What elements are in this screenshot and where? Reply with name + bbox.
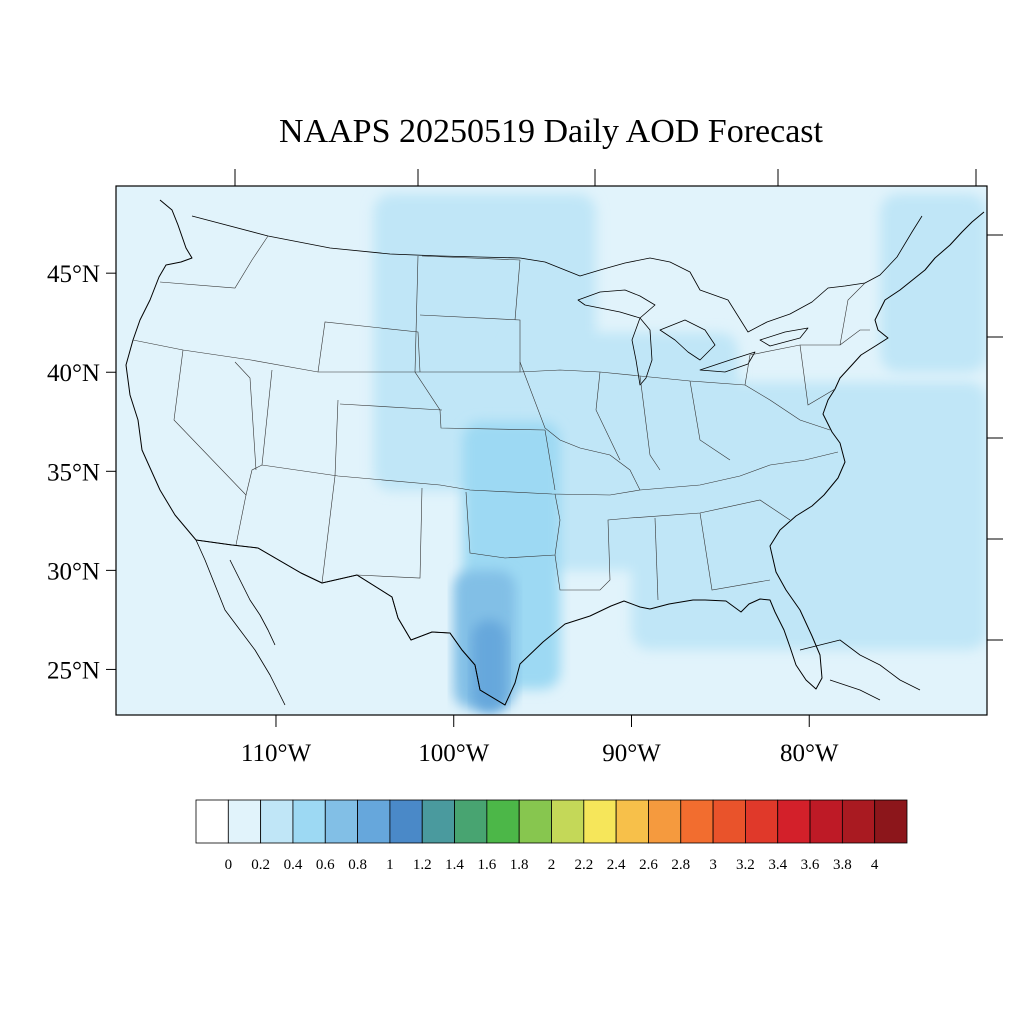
- latitude-axis: 45°N 40°N 35°N 30°N 25°N: [47, 261, 116, 684]
- colorbar-swatch: [227, 799, 262, 844]
- colorbar-swatch: [260, 799, 294, 844]
- colorbar-swatch: [841, 799, 876, 844]
- map-title: NAAPS 20250519 Daily AOD Forecast: [279, 113, 824, 150]
- lat-tick-label: 45°N: [47, 261, 100, 288]
- colorbar-label: 3.8: [833, 857, 852, 873]
- colorbar-swatch: [421, 799, 455, 844]
- colorbar-label: 0.2: [251, 857, 270, 873]
- lat-tick-label: 40°N: [47, 360, 100, 387]
- colorbar-label: 0.4: [284, 857, 303, 873]
- colorbar-swatch: [357, 799, 391, 844]
- aod-field-layer: [373, 193, 987, 714]
- colorbar-swatch: [615, 799, 649, 844]
- state-boundaries: [132, 235, 870, 601]
- longitude-axis: 110°W 100°W 90°W 80°W: [241, 715, 839, 767]
- aod-region-northeast-atlantic: [880, 193, 987, 373]
- lon-tick-label: 90°W: [602, 740, 661, 767]
- lon-tick-label: 110°W: [241, 740, 312, 767]
- colorbar-label: 2.8: [671, 857, 690, 873]
- colorbar-label: 1.6: [477, 857, 496, 873]
- aod-region-rio-grande-valley-core: [471, 619, 508, 714]
- coastline-and-borders: [125, 199, 985, 706]
- colorbar-swatch: [486, 799, 520, 844]
- colorbar-label: 3.2: [736, 857, 755, 873]
- colorbar-swatch: [712, 799, 746, 844]
- lat-tick-label: 35°N: [47, 459, 100, 486]
- great-lakes: [577, 289, 809, 386]
- canada-border: [191, 215, 923, 333]
- lat-tick-label: 30°N: [47, 558, 100, 585]
- colorbar-swatch: [583, 799, 617, 844]
- colorbar-swatch: [809, 799, 843, 844]
- colorbar-label: 3: [709, 857, 717, 873]
- colorbar-label: 2: [548, 857, 556, 873]
- lat-tick-label: 25°N: [47, 657, 100, 684]
- colorbar-label: 2.4: [607, 857, 626, 873]
- colorbar-label: 1.4: [445, 857, 464, 873]
- colorbar-label: 4: [871, 857, 879, 873]
- colorbar-swatch: [648, 799, 682, 844]
- colorbar-label: 0: [225, 857, 233, 873]
- colorbar-label: 1.8: [510, 857, 529, 873]
- aod-region-southeast-and-atlantic: [631, 382, 987, 650]
- map-frame: [115, 185, 988, 716]
- us-outline: [125, 199, 985, 706]
- colorbar-swatch: [745, 799, 779, 844]
- colorbar-swatch: [292, 799, 326, 844]
- colorbar-label: 3.4: [768, 857, 787, 873]
- colorbar-label: 2.2: [574, 857, 593, 873]
- mexico-border: [195, 539, 506, 706]
- aod-colorbar: 0 0.2 0.4 0.6 0.8 1 1.2 1.4 1.6 1.8 2 2.2 2.4 2.6 2.8 3…: [195, 799, 908, 873]
- colorbar-swatch: [551, 799, 585, 844]
- colorbar-label: 0.8: [348, 857, 367, 873]
- baja-and-florida-coast: [195, 539, 921, 706]
- colorbar-swatch: [777, 799, 811, 844]
- lon-tick-label: 100°W: [418, 740, 489, 767]
- colorbar-swatch: [195, 799, 229, 844]
- colorbar-label: 2.6: [639, 857, 658, 873]
- colorbar-label: 3.6: [801, 857, 820, 873]
- colorbar-label: 1: [386, 857, 394, 873]
- colorbar-label: 0.6: [316, 857, 335, 873]
- colorbar-swatch: [874, 799, 908, 844]
- right-axis-ticks: [987, 234, 1003, 641]
- colorbar-swatch: [389, 799, 423, 844]
- colorbar-swatch: [324, 799, 358, 844]
- colorbar-swatch: [680, 799, 714, 844]
- lon-tick-label: 80°W: [780, 740, 839, 767]
- top-axis-ticks: [234, 169, 977, 186]
- colorbar-label: 1.2: [413, 857, 432, 873]
- colorbar-swatch: [454, 799, 488, 844]
- colorbar-swatch: [518, 799, 552, 844]
